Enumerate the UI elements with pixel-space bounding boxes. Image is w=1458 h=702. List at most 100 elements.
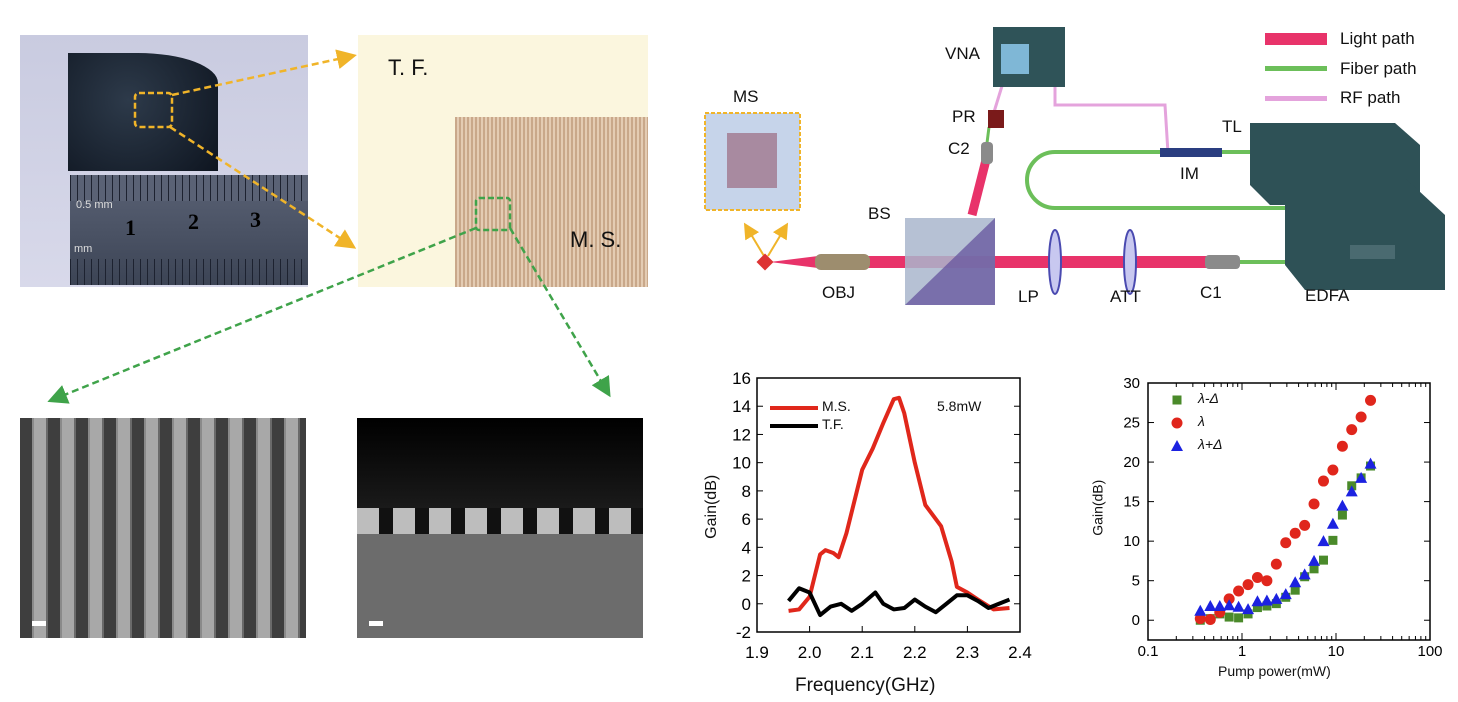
ruler-number-3: 3 (250, 207, 261, 232)
chart2-point-square (1262, 601, 1272, 611)
chart2-point-triangle (1289, 576, 1302, 588)
chart2-xtick-label: 10 (1328, 643, 1345, 660)
chart2-point-circle (1280, 537, 1292, 549)
polarizer-lens (1048, 229, 1062, 295)
chart2-point-circle (1308, 498, 1320, 510)
chart2-point-circle (1270, 558, 1282, 570)
chart2-point-triangle (1326, 517, 1339, 529)
sem-grating-teeth (357, 508, 643, 534)
intensity-modulator (1160, 148, 1222, 157)
chart2-point-triangle (1279, 588, 1292, 600)
chart1-xlabel: Frequency(GHz) (795, 675, 936, 696)
chart2-point-square (1234, 613, 1244, 623)
label-obj: OBJ (822, 283, 856, 302)
chart1-series-ms (788, 395, 1010, 613)
chart2-point-circle (1317, 475, 1329, 487)
chart1-ytick-label: 6 (742, 510, 751, 529)
chart1-ytick-label: 16 (732, 369, 751, 388)
ruler-number-2: 2 (188, 209, 199, 234)
attenuator-lens (1123, 229, 1137, 295)
zoom-box-green (474, 196, 512, 232)
chart1-xtick-label: 2.3 (956, 643, 980, 662)
reflection-arrow (767, 222, 789, 257)
chart2-point-circle (1223, 593, 1235, 605)
label-edfa: EDFA (1305, 286, 1350, 305)
chart2-point-triangle (1270, 592, 1283, 604)
chart2-point-square (1224, 612, 1234, 622)
scale-bar (369, 621, 383, 626)
zoom-box-yellow (133, 91, 174, 129)
chart2-ytick-label: 15 (1123, 494, 1140, 511)
chart1-ytick-label: 0 (742, 595, 751, 614)
chart2-point-triangle (1232, 600, 1245, 612)
chart2-xtick-label: 0.1 (1138, 643, 1159, 660)
chart2-point-circle (1194, 613, 1206, 625)
metasurface-label: M. S. (570, 227, 622, 252)
chart1-xtick-label: 2.0 (798, 643, 822, 662)
ruler: 0.5 mm 1 2 3 mm (70, 175, 308, 285)
legend-swatch-light (1265, 33, 1327, 45)
chart1-xtick-label: 2.4 (1008, 643, 1032, 662)
chart2-frame (1147, 382, 1431, 641)
chart2-point-triangle (1317, 535, 1330, 547)
chart1-ytick-label: -2 (736, 623, 751, 642)
label-vna: VNA (945, 44, 980, 63)
chart2-point-triangle (1194, 604, 1207, 616)
chart2-legend-marker (1171, 440, 1183, 451)
chart1-ytick-label: 8 (742, 482, 751, 501)
light-path-focus (770, 256, 818, 268)
chart2-point-triangle (1242, 603, 1255, 615)
chart2-ytick-label: 10 (1123, 533, 1140, 550)
chart1-series-tf (787, 586, 1011, 618)
label-ms: MS (733, 87, 759, 106)
chart2-ytick-label: 0 (1132, 612, 1140, 629)
vna-screen (1001, 44, 1029, 74)
chart1-xtick-label: 1.9 (745, 643, 769, 662)
chart2-point-square (1252, 603, 1262, 613)
chart2-xtick-label: 1 (1238, 643, 1246, 660)
chart2-point-circle (1261, 575, 1273, 587)
chart2-point-square (1337, 510, 1347, 520)
photoreceiver (988, 110, 1004, 128)
chart2-point-square (1309, 564, 1319, 574)
chart2-point-circle (1336, 440, 1348, 452)
reflection-arrow (743, 222, 765, 257)
sem-top-view (20, 418, 306, 638)
sample-mirror (756, 253, 774, 271)
chart2-point-circle (1204, 613, 1216, 625)
chart1-ytick-label: 4 (742, 538, 751, 557)
rf-path (1053, 86, 1170, 154)
chart2-legend-marker (1171, 417, 1183, 429)
zoom-arrow-green (508, 227, 611, 398)
chart1-ytick-label: 2 (742, 567, 751, 586)
chart2-legend-minus: λ-Δ (1198, 390, 1219, 406)
chart1-ylabel: Gain(dB) (703, 474, 721, 539)
chart2-point-triangle (1260, 594, 1273, 606)
ruler-number-1: 1 (125, 215, 136, 240)
chart2-legend-center: λ (1198, 413, 1205, 429)
scale-bar (32, 621, 46, 626)
chart2-point-circle (1289, 527, 1301, 539)
collimator-c1 (1205, 255, 1240, 269)
chart2-ytick-label: 25 (1123, 415, 1140, 432)
zoom-arrow-yellow (171, 49, 357, 97)
label-lp: LP (1018, 287, 1039, 306)
chart2-point-triangle (1345, 485, 1358, 497)
chart2-point-triangle (1204, 599, 1217, 611)
label-tl: TL (1222, 117, 1242, 136)
chart2-point-triangle (1223, 599, 1236, 611)
chart2-point-circle (1327, 464, 1339, 476)
label-att: ATT (1110, 287, 1141, 306)
chart2-point-triangle (1336, 499, 1349, 511)
microscope-image: T. F. M. S. (358, 35, 648, 287)
sample-chip (68, 53, 218, 171)
chart2-point-triangle (1364, 457, 1377, 469)
fiber-path (985, 126, 991, 144)
chart2-point-circle (1365, 394, 1377, 406)
metasurface-region: M. S. (455, 117, 648, 287)
chart1-legend-tf: T.F. (822, 416, 844, 432)
chart2-point-circle (1251, 572, 1263, 584)
